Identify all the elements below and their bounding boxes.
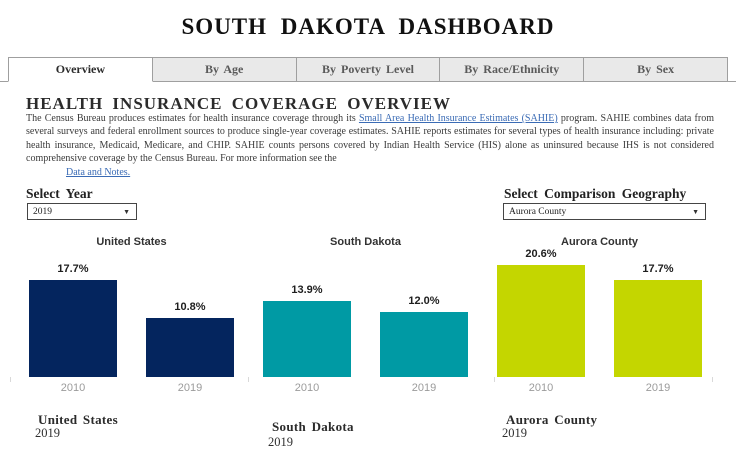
- dashboard-title: SOUTH DAKOTA DASHBOARD: [181, 14, 555, 39]
- chart-group-title-aurora-county: Aurora County: [561, 236, 638, 248]
- bar-value-label: 10.8%: [174, 301, 206, 313]
- axis-tick: [10, 377, 11, 382]
- description-text-after-link: program. SAHIE combines data from severa…: [26, 113, 714, 165]
- chart-group-title-south-dakota: South Dakota: [330, 236, 401, 248]
- bar-value-label: 17.7%: [642, 263, 674, 275]
- tab-by-race-ethnicity[interactable]: By Race/Ethnicity: [440, 57, 585, 82]
- data-and-notes-line: Data and Notes.: [66, 166, 130, 179]
- year-dropdown[interactable]: 2019 ▼: [27, 203, 137, 220]
- select-year-label: Select Year: [26, 186, 93, 201]
- panel-caption-year-united-states: 2019: [35, 426, 60, 440]
- bar-aurora-county-2010[interactable]: [497, 265, 585, 377]
- data-and-notes-link[interactable]: Data and Notes.: [66, 166, 131, 178]
- comparison-geography-dropdown-value: Aurora County: [509, 207, 567, 217]
- bar-value-label: 13.9%: [291, 284, 323, 296]
- chevron-down-icon: ▼: [123, 208, 130, 216]
- sahie-link[interactable]: Small Area Health Insurance Estimates (S…: [358, 113, 558, 124]
- year-dropdown-value: 2019: [33, 207, 52, 217]
- comparison-geography-dropdown[interactable]: Aurora County ▼: [503, 203, 706, 220]
- chart-group-title-united-states: United States: [96, 236, 167, 248]
- bar-south-dakota-2019[interactable]: [380, 312, 468, 377]
- section-description: The Census Bureau produces estimates for…: [26, 112, 714, 179]
- tab-bar: Overview By Age By Poverty Level By Race…: [8, 57, 728, 82]
- x-axis-year-label: 2010: [60, 382, 86, 394]
- bar-value-label: 20.6%: [525, 248, 557, 260]
- panel-caption-year-aurora-county: 2019: [502, 426, 527, 440]
- x-axis-year-label: 2010: [528, 382, 554, 394]
- axis-tick: [494, 377, 495, 382]
- tab-overview[interactable]: Overview: [8, 57, 153, 82]
- panel-caption-title-aurora-county: Aurora County: [506, 412, 598, 427]
- panel-caption-title-south-dakota: South Dakota: [272, 419, 354, 434]
- axis-tick: [712, 377, 713, 382]
- axis-tick: [248, 377, 249, 382]
- x-axis-year-label: 2019: [645, 382, 671, 394]
- x-axis-year-label: 2019: [411, 382, 437, 394]
- tab-by-poverty-level[interactable]: By Poverty Level: [296, 57, 441, 82]
- bar-aurora-county-2019[interactable]: [614, 280, 702, 377]
- bar-value-label: 17.7%: [57, 263, 89, 275]
- bar-south-dakota-2010[interactable]: [263, 301, 351, 377]
- bar-united-states-2019[interactable]: [146, 318, 234, 377]
- tab-by-age[interactable]: By Age: [152, 57, 297, 82]
- x-axis-year-label: 2010: [294, 382, 320, 394]
- chevron-down-icon: ▼: [692, 208, 699, 216]
- bar-united-states-2010[interactable]: [29, 280, 117, 377]
- select-comparison-geography-label: Select Comparison Geography: [504, 186, 687, 201]
- panel-caption-year-south-dakota: 2019: [268, 435, 293, 449]
- x-axis-year-label: 2019: [177, 382, 203, 394]
- description-text-before-link: The Census Bureau produces estimates for…: [26, 113, 359, 124]
- panel-caption-title-united-states: United States: [38, 412, 118, 427]
- bar-value-label: 12.0%: [408, 295, 440, 307]
- tab-by-sex[interactable]: By Sex: [584, 57, 728, 82]
- section-heading: HEALTH INSURANCE COVERAGE OVERVIEW: [26, 94, 451, 113]
